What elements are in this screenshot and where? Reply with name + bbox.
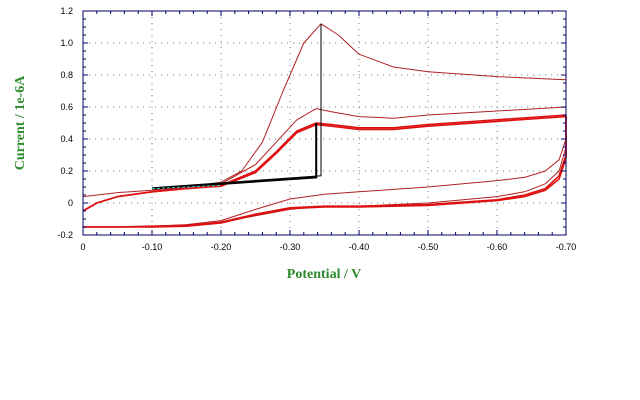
x-tick-label: 0 <box>80 242 85 252</box>
cv-curve-4 <box>82 115 567 228</box>
x-tick-label: -0.50 <box>418 242 439 252</box>
peak-baseline-2 <box>151 23 322 189</box>
peak-baselines <box>151 23 322 190</box>
peak-baseline-1 <box>151 123 318 190</box>
y-tick-labels: 1.2 1.0 0.8 0.6 0.4 0.2 0 -0.2 <box>57 6 73 240</box>
x-tick-label: -0.10 <box>142 242 163 252</box>
x-axis-label: Potential / V <box>287 267 361 282</box>
x-tick-label: -0.60 <box>487 242 508 252</box>
x-tick-label: -0.70 <box>556 242 577 252</box>
y-tick-label: 1.2 <box>60 6 73 16</box>
y-tick-label: 1.0 <box>60 38 73 48</box>
y-tick-label: 0.4 <box>60 134 73 144</box>
grid <box>83 11 566 235</box>
x-tick-label: -0.20 <box>211 242 232 252</box>
y-tick-label: -0.2 <box>57 230 73 240</box>
y-axis-label: Current / 1e-6A <box>13 75 28 170</box>
x-tick-label: -0.30 <box>280 242 301 252</box>
axes <box>82 10 567 236</box>
y-tick-label: 0.6 <box>60 102 73 112</box>
curves <box>82 23 567 228</box>
peak-baseline-3 <box>151 184 222 190</box>
y-tick-label: 0.8 <box>60 70 73 80</box>
y-tick-label: 0.2 <box>60 166 73 176</box>
x-tick-labels: 0 -0.10 -0.20 -0.30 -0.40 -0.50 -0.60 -0.70 <box>80 242 576 252</box>
y-tick-label: 0 <box>68 198 73 208</box>
x-tick-label: -0.40 <box>349 242 370 252</box>
